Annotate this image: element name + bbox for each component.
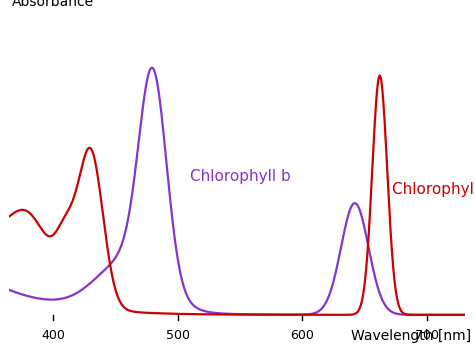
Text: Wavelength [nm]: Wavelength [nm] [351,330,471,343]
Text: 500: 500 [166,330,190,342]
Text: 400: 400 [41,330,65,342]
Text: Absorbance: Absorbance [12,0,94,9]
Text: Chlorophyll a: Chlorophyll a [392,182,474,197]
Text: 600: 600 [291,330,314,342]
Text: Chlorophyll b: Chlorophyll b [190,169,291,184]
Text: 700: 700 [415,330,439,342]
